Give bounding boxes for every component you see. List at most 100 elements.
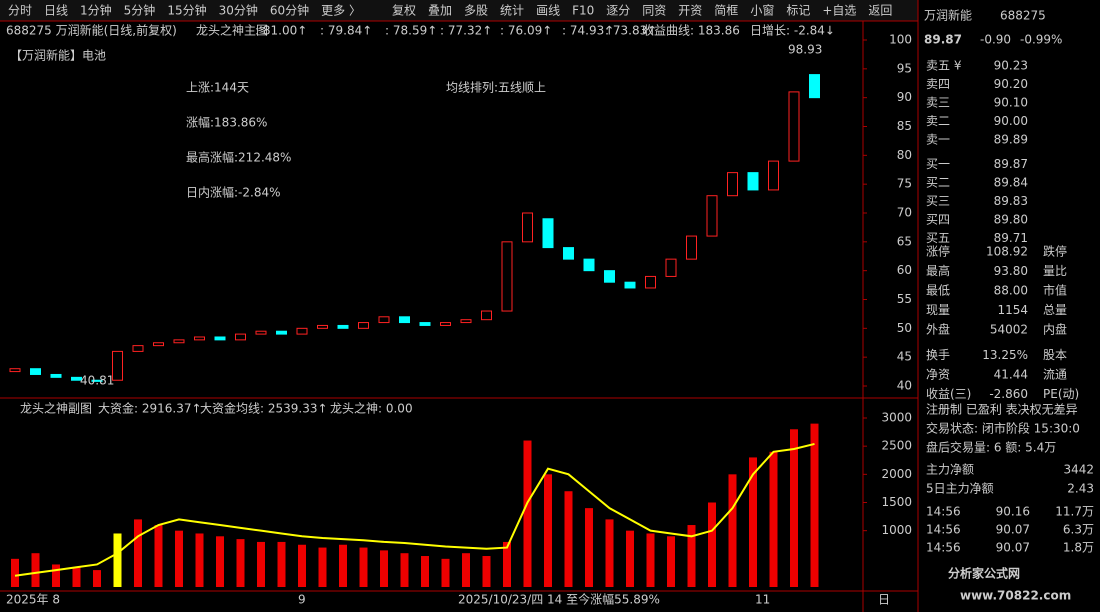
label: 90.16 — [996, 505, 1030, 519]
label: 卖五 ¥ — [926, 59, 962, 73]
label: 收益曲线: 183.86 — [642, 24, 740, 38]
label: 注册制 已盈利 表决权无差异 — [926, 402, 1078, 417]
label: 龙头之神: 0.00 — [330, 402, 413, 416]
label: : 81.00↑ — [255, 24, 307, 38]
tool-button[interactable]: +自选 — [822, 4, 856, 18]
tab[interactable]: 日线 — [44, 4, 68, 18]
label: 外盘 — [926, 322, 950, 337]
tool-button[interactable]: 统计 — [500, 4, 524, 18]
candle — [378, 316, 390, 324]
label: 涨停 — [926, 244, 950, 259]
volume-bar — [769, 451, 778, 587]
candle — [153, 342, 164, 347]
tab[interactable]: 更多 〉 — [321, 4, 361, 18]
label: 龙头之神副图 — [20, 402, 92, 416]
candle — [50, 373, 62, 378]
candle — [296, 327, 308, 335]
label: 90.10 — [994, 96, 1028, 110]
volume-bar — [236, 539, 245, 587]
tool-button[interactable]: 同资 — [642, 4, 666, 18]
label: 卖四 — [926, 77, 950, 91]
volume-bar — [667, 536, 675, 587]
label: 9 — [298, 593, 306, 607]
toolbar — [0, 0, 918, 21]
y-tick-label: 3000 — [881, 411, 912, 425]
candle — [624, 281, 636, 289]
candle — [255, 330, 267, 335]
volume-bar — [790, 429, 798, 587]
tab[interactable]: 1分钟 — [80, 3, 112, 18]
label: 大资金: 2916.37↑ — [98, 401, 202, 416]
tool-button[interactable]: 逐分 — [606, 4, 630, 18]
candle — [91, 379, 103, 382]
tab[interactable]: 分时 — [8, 4, 32, 18]
label: 108.92 — [986, 245, 1028, 259]
label: 买五 — [926, 231, 950, 245]
label: 盘后交易量: 6 额: 5.4万 — [926, 440, 1056, 455]
label: 3442 — [1063, 463, 1094, 477]
label: 日内涨幅:-2.84% — [186, 185, 281, 200]
candle — [645, 275, 656, 289]
label: 均线排列:五线顺上 — [446, 81, 546, 95]
candle — [399, 316, 410, 324]
label: 2025年 8 — [6, 593, 60, 607]
tool-button[interactable]: 开资 — [678, 4, 702, 18]
label: 98.93 — [788, 43, 822, 57]
candle — [112, 350, 123, 381]
tab[interactable]: 5分钟 — [124, 3, 156, 18]
label: 90.23 — [994, 59, 1028, 73]
tool-button[interactable]: 返回 — [868, 4, 892, 18]
tab[interactable]: 15分钟 — [167, 3, 206, 18]
volume-bar — [31, 553, 40, 587]
label: 90.07 — [996, 541, 1030, 555]
label: 89.83 — [994, 194, 1028, 208]
volume-bar — [298, 544, 306, 587]
volume-bar — [11, 558, 19, 587]
candle — [604, 270, 615, 283]
tool-button[interactable]: F10 — [572, 4, 594, 18]
label: 41.44 — [994, 368, 1028, 382]
candle — [337, 324, 349, 329]
label: 日 — [878, 593, 890, 607]
volume-bar — [52, 564, 60, 587]
candle — [71, 376, 82, 381]
y-tick-label: 100 — [889, 33, 912, 47]
y-tick-label: 55 — [897, 292, 912, 306]
label: 卖二 — [926, 114, 950, 128]
tool-button[interactable]: 叠加 — [428, 4, 452, 18]
volume-bar — [93, 570, 101, 587]
candle — [194, 336, 205, 341]
tool-button[interactable]: 简框 — [714, 4, 738, 18]
volume-bar — [503, 541, 511, 587]
tool-button[interactable]: 画线 — [536, 4, 560, 18]
label: 交易状态: 闭市阶段 15:30:0 — [926, 421, 1080, 436]
tab[interactable]: 30分钟 — [219, 3, 258, 18]
label: 89.71 — [994, 231, 1028, 245]
volume-bar — [523, 440, 532, 587]
candle — [747, 172, 759, 191]
label: : 74.93↑ — [562, 24, 614, 38]
tab[interactable]: 60分钟 — [270, 3, 309, 18]
y-tick-label: 1000 — [881, 523, 912, 537]
label: 买二 — [926, 176, 950, 190]
average-line — [14, 442, 815, 577]
label: -0.90 — [980, 33, 1011, 47]
volume-bar — [175, 530, 183, 587]
candle — [214, 336, 226, 341]
label: -0.99% — [1020, 33, 1062, 47]
candle — [9, 368, 21, 373]
tool-button[interactable]: 标记 — [786, 4, 810, 18]
label: -2.860 — [989, 387, 1028, 401]
tool-button[interactable]: 小窗 — [750, 4, 774, 18]
volume-bar — [154, 525, 163, 587]
volume-bar — [339, 544, 347, 587]
candle — [358, 322, 369, 329]
candle — [706, 195, 718, 237]
candle — [788, 91, 800, 162]
volume-bar — [687, 525, 696, 587]
label: 流通 — [1043, 368, 1067, 382]
y-tick-label: 50 — [897, 321, 912, 335]
tool-button[interactable]: 复权 — [392, 4, 416, 18]
tool-button[interactable]: 多股 — [464, 4, 488, 18]
label: 最高涨幅:212.48% — [186, 150, 291, 165]
